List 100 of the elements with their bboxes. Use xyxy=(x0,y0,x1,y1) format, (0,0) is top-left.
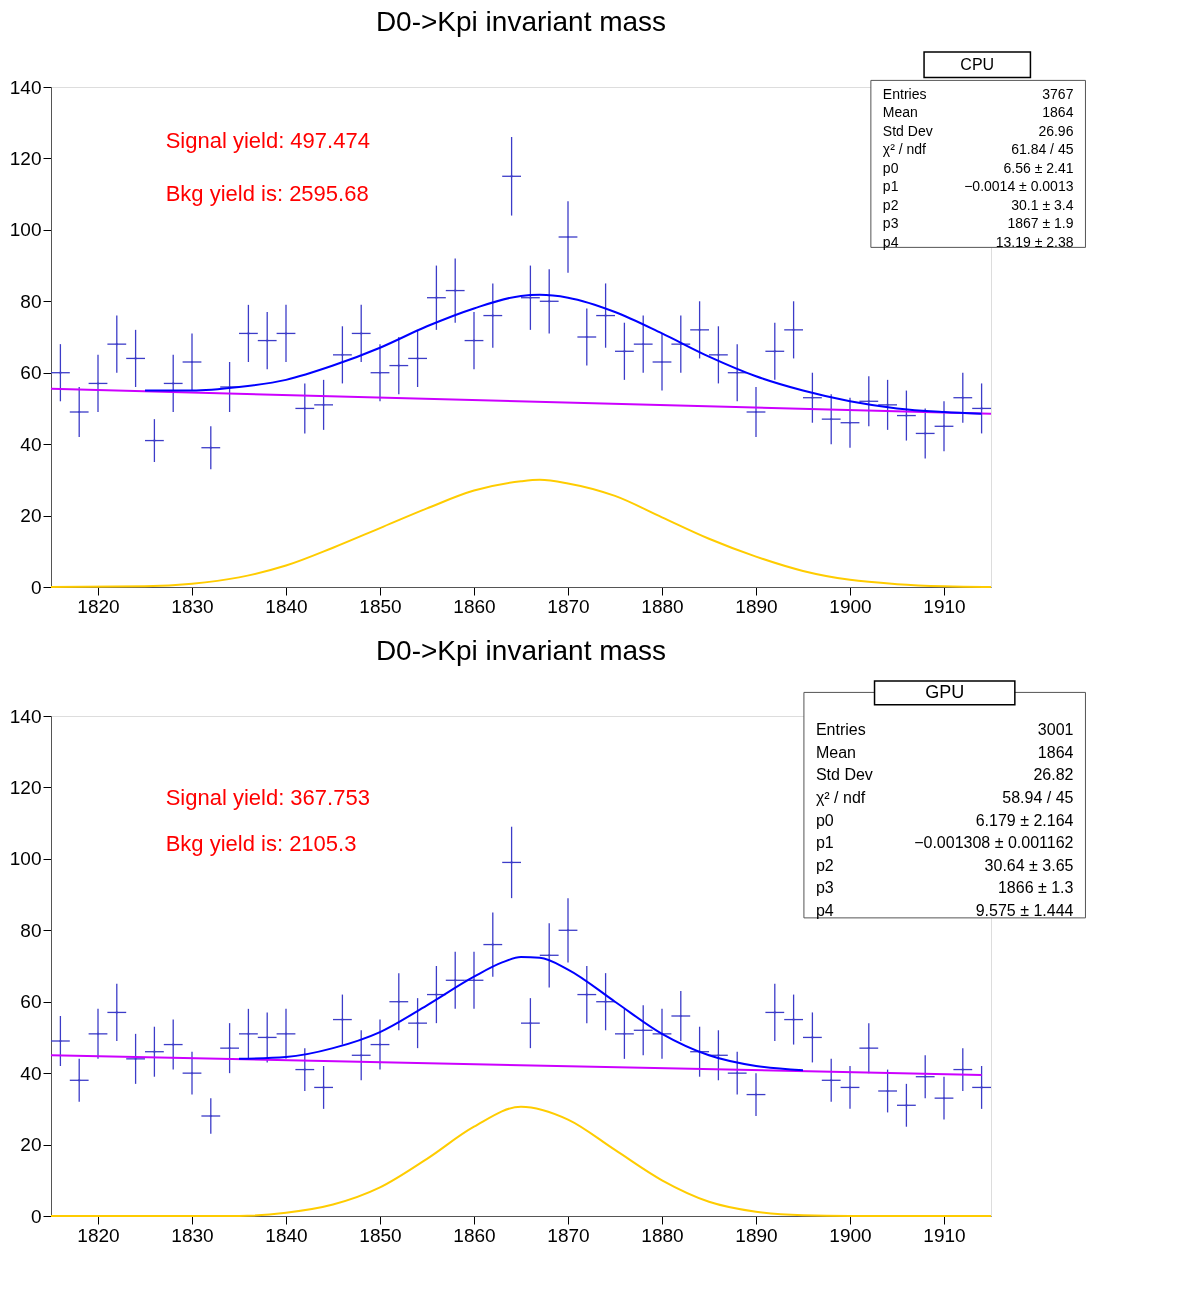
x-tick-label: 1890 xyxy=(735,595,778,617)
x-tick-label: 1830 xyxy=(171,1224,214,1246)
x-tick-label: 1900 xyxy=(829,1224,872,1246)
point xyxy=(322,1086,325,1089)
annotation: Mean xyxy=(882,104,918,121)
point xyxy=(585,993,588,996)
point xyxy=(548,954,551,957)
text: GPU xyxy=(925,681,965,702)
x-tick-label: 1840 xyxy=(265,1224,308,1246)
annotation: p3 xyxy=(882,215,899,232)
point xyxy=(548,300,551,303)
line-series xyxy=(238,956,804,1072)
point xyxy=(867,400,870,403)
text: 26.82 xyxy=(1033,766,1074,784)
text: 26.96 xyxy=(1038,122,1074,139)
point xyxy=(830,418,833,421)
point xyxy=(228,1047,231,1050)
point xyxy=(153,1050,156,1053)
point xyxy=(604,314,607,317)
annotation: 6.179 ± 2.164 xyxy=(975,811,1074,829)
y-tick-label: 140 xyxy=(9,76,42,98)
point xyxy=(623,1032,626,1035)
point xyxy=(510,861,513,864)
x-tick-label: 1830 xyxy=(171,595,214,617)
x-tick-label: 1880 xyxy=(641,595,684,617)
point xyxy=(115,1011,118,1014)
point xyxy=(397,1000,400,1003)
point xyxy=(529,1022,532,1025)
point xyxy=(886,403,889,406)
point xyxy=(924,1075,927,1078)
x-tick-label: 1860 xyxy=(453,595,496,617)
point xyxy=(698,328,701,331)
point xyxy=(341,353,344,356)
point xyxy=(830,1079,833,1082)
point xyxy=(454,979,457,982)
point xyxy=(792,328,795,331)
point xyxy=(59,371,62,374)
annotation: Bkg yield is: 2595.68 xyxy=(165,180,369,206)
point xyxy=(642,1029,645,1032)
annotation: Std Dev xyxy=(882,122,933,139)
annotation: p0 xyxy=(882,159,899,176)
y-tick-label: 120 xyxy=(9,147,42,169)
point xyxy=(78,1079,81,1082)
x-tick-label: 1910 xyxy=(923,1224,966,1246)
y-tick-label: 20 xyxy=(20,505,42,527)
y-tick-label: 60 xyxy=(20,991,42,1013)
x-tick-label: 1870 xyxy=(547,595,590,617)
point xyxy=(266,339,269,342)
point xyxy=(491,943,494,946)
point xyxy=(435,993,438,996)
point xyxy=(773,350,776,353)
text: 61.84 / 45 xyxy=(1011,141,1074,158)
annotation: p1 xyxy=(815,834,834,852)
text: 58.94 / 45 xyxy=(1002,789,1074,807)
annotation: Entries xyxy=(882,85,927,102)
x-tick-label: 1820 xyxy=(77,1224,120,1246)
point xyxy=(811,1036,814,1039)
point xyxy=(435,296,438,299)
text: 13.19 ± 2.38 xyxy=(995,233,1074,250)
annotation: Entries xyxy=(815,721,866,739)
point xyxy=(134,1057,137,1060)
point xyxy=(115,343,118,346)
point xyxy=(416,1022,419,1025)
text: 6.56 ± 2.41 xyxy=(1003,159,1074,176)
chart-title: D0->Kpi invariant mass xyxy=(375,6,667,38)
point xyxy=(360,1054,363,1057)
point xyxy=(247,1032,250,1035)
text: 30.1 ± 3.4 xyxy=(1011,196,1074,213)
point xyxy=(491,314,494,317)
point xyxy=(980,407,983,410)
x-tick-label: 1850 xyxy=(359,595,402,617)
annotation: −0.0014 ± 0.0013 xyxy=(964,178,1074,195)
x-tick-label: 1900 xyxy=(829,595,872,617)
point xyxy=(209,446,212,449)
point xyxy=(717,1054,720,1057)
annotation: Signal yield: 497.474 xyxy=(165,127,370,153)
y-tick-label: 100 xyxy=(9,219,42,241)
point xyxy=(867,1047,870,1050)
point xyxy=(905,414,908,417)
annotation: p1 xyxy=(882,178,899,195)
point xyxy=(360,332,363,335)
point xyxy=(623,350,626,353)
x-tick-label: 1840 xyxy=(265,595,308,617)
annotation: Mean xyxy=(815,743,856,761)
text: 1864 xyxy=(1037,743,1074,761)
annotation: p0 xyxy=(815,811,834,829)
point xyxy=(153,439,156,442)
annotation: −0.001308 ± 0.001162 xyxy=(914,834,1074,852)
y-tick-label: 0 xyxy=(30,1205,42,1227)
line-series xyxy=(144,293,983,415)
text: 3767 xyxy=(1042,85,1074,102)
annotation: p4 xyxy=(882,233,899,250)
point xyxy=(266,1036,269,1039)
annotation: χ² / ndf xyxy=(815,789,866,807)
point xyxy=(961,396,964,399)
point xyxy=(341,1018,344,1021)
y-tick-label: 140 xyxy=(9,705,42,727)
x-tick-label: 1870 xyxy=(547,1224,590,1246)
point xyxy=(397,364,400,367)
x-tick-label: 1880 xyxy=(641,1224,684,1246)
